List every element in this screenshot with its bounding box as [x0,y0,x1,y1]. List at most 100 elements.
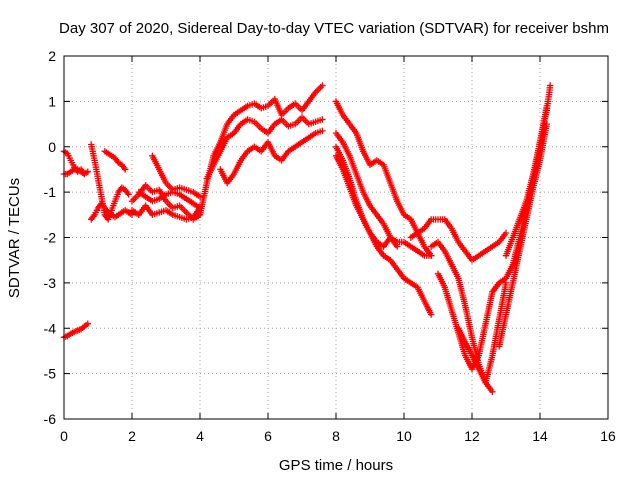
series-markers [415,231,427,248]
series-markers [476,322,489,357]
series-markers [402,276,413,285]
series-markers [286,144,297,154]
series-markers [422,245,433,257]
series-markers [178,185,188,193]
series-markers [287,121,297,129]
x-tick-label: 0 [60,428,68,444]
series-markers [361,190,373,207]
series-markers [218,122,230,144]
series-markers [354,204,366,221]
series-markers [197,182,210,216]
series-markers [252,144,263,154]
point-marker [489,388,496,395]
series-markers [144,183,154,194]
series-markers [449,263,461,280]
series-markers [436,240,447,253]
data-point [81,170,88,178]
series-markers [395,199,407,217]
series-markers [340,141,352,158]
series-markers [157,168,169,185]
series-markers [462,304,475,339]
series-markers [516,209,530,239]
series-markers [510,218,522,239]
data-point [547,82,554,89]
series-markers [537,109,550,144]
series-markers [361,150,373,167]
series-markers [286,101,297,111]
series-markers [443,218,454,230]
series-markers [178,204,188,214]
data-point [489,388,496,395]
point-marker [122,166,129,173]
x-tick-label: 10 [396,428,412,444]
series-markers [225,113,236,126]
series-markers [347,122,359,135]
series-markers [496,313,509,348]
y-tick-label: -1 [44,184,57,200]
series-markers [102,206,111,215]
series-markers [503,263,515,280]
series-markers [314,84,324,94]
series-markers [178,214,188,222]
series-markers [191,201,202,211]
data-point [196,193,204,200]
series-markers [293,102,304,112]
series-markers [307,119,317,127]
x-tick-label: 2 [128,428,136,444]
series-markers [423,252,433,259]
series-markers [185,214,195,222]
series-markers [225,131,236,140]
series-markers [130,208,141,217]
point-marker [428,311,435,318]
series-markers [503,236,516,257]
series-markers [537,123,550,162]
series-markers [99,201,107,210]
series-markers [375,240,386,249]
y-tick-label: -2 [44,230,57,246]
series-markers [65,152,73,162]
series-markers [151,187,161,195]
series-markers [409,280,420,290]
series-markers [185,187,195,195]
series-markers [307,131,318,140]
series-markers [409,244,420,254]
data-point [319,127,326,135]
series-markers [333,154,345,171]
series-markers [232,108,243,118]
series-markers [523,172,536,203]
series-markers [239,149,250,162]
point-marker [84,168,91,175]
series-markers [354,172,366,194]
series-markers [184,196,195,206]
series-markers [211,141,223,158]
series-markers [171,212,181,220]
series-markers [165,189,174,197]
y-tick-label: 2 [48,48,56,64]
series-markers [368,158,379,167]
series-markers [252,120,263,131]
series-markers [158,207,167,215]
x-tick-label: 6 [264,428,272,444]
series-markers [246,101,256,109]
series-markers [354,132,366,153]
series-markers [273,117,284,127]
series-markers [144,194,154,204]
series-markers [517,200,529,221]
point-marker [319,82,326,89]
series-markers [482,290,496,325]
series-markers [265,141,277,158]
series-markers [381,163,393,185]
series-markers [455,331,468,357]
data-point [428,252,435,259]
series-markers [112,191,121,203]
series-markers [116,185,124,194]
series-markers [178,192,188,201]
series-markers [430,216,439,223]
series-markers [293,115,304,126]
point-marker [84,320,91,327]
series-markers [68,159,77,169]
series-markers [409,230,420,240]
series-markers [340,159,352,180]
